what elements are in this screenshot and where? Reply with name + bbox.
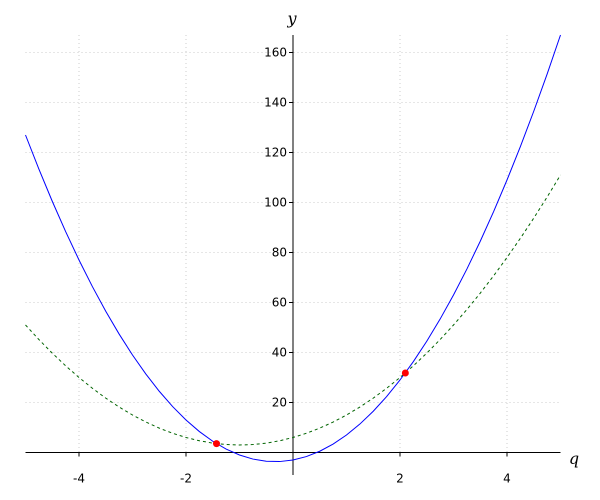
curve xyxy=(25,34,561,463)
y-tick-label: 80 xyxy=(272,246,287,260)
y-tick-label: 20 xyxy=(272,396,287,410)
y-tick-label: 160 xyxy=(264,46,287,60)
intersection-point xyxy=(212,440,220,448)
y-axis-title: y xyxy=(286,9,297,28)
y-tick-label: 140 xyxy=(264,96,287,110)
curve xyxy=(25,174,561,446)
y-tick-label: 120 xyxy=(264,146,287,160)
y-tick-label: 100 xyxy=(264,196,287,210)
x-axis-title: q xyxy=(569,449,579,468)
x-tick-label: -4 xyxy=(73,472,85,486)
x-tick-label: 2 xyxy=(396,472,404,486)
x-tick-label: -2 xyxy=(180,472,192,486)
x-tick-label: 4 xyxy=(503,472,511,486)
y-tick-label: 60 xyxy=(272,296,287,310)
intersection-point xyxy=(401,369,409,377)
y-tick-label: 40 xyxy=(272,346,287,360)
